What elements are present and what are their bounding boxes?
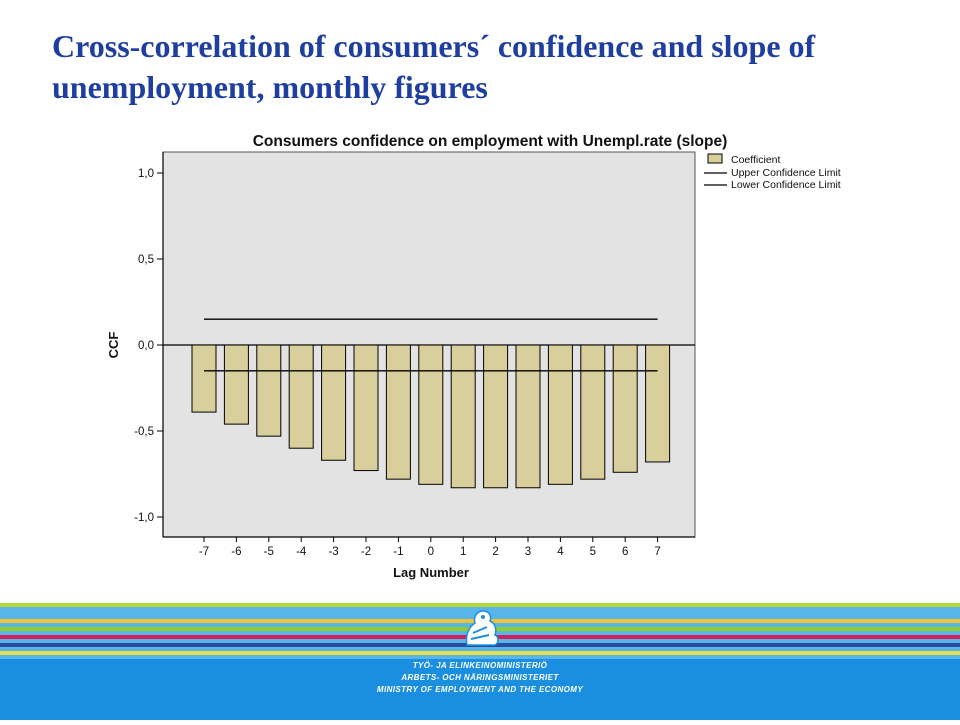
x-axis-label: Lag Number xyxy=(393,565,469,580)
footer-stripe xyxy=(0,655,960,659)
y-tick-label: -0,5 xyxy=(134,426,154,438)
ccf-bar xyxy=(547,344,573,485)
ccf-bar xyxy=(223,344,249,425)
ccf-bar xyxy=(191,344,217,413)
x-tick-label: 3 xyxy=(525,546,531,558)
ccf-bar xyxy=(645,344,671,463)
y-ticks: 1,0 0,5 0,0 -0,5 -1,0 xyxy=(134,168,163,524)
x-tick-label: 1 xyxy=(460,546,466,558)
x-tick-label: -2 xyxy=(361,546,371,558)
ministry-name-sv: ARBETS- OCH NÄRINGSMINISTERIET xyxy=(401,673,559,682)
footer-stripe xyxy=(0,603,960,607)
finnish-lion-crest-icon xyxy=(465,610,499,646)
x-tick-label: 0 xyxy=(428,546,434,558)
chart-title: Consumers confidence on employment with … xyxy=(253,133,728,150)
y-tick-label: 1,0 xyxy=(138,168,154,180)
x-tick-label: 7 xyxy=(654,546,660,558)
legend-label-upper: Upper Confidence Limit xyxy=(731,167,841,179)
ccf-bar xyxy=(353,344,379,472)
ccf-chart: Consumers confidence on employment with … xyxy=(106,133,841,580)
x-ticks: -7 -6 -5 -4 -3 -2 -1 0 1 2 3 4 5 6 7 xyxy=(199,537,661,558)
footer-stripe xyxy=(0,607,960,611)
ccf-bar xyxy=(321,344,347,461)
ccf-bar xyxy=(385,344,411,480)
y-tick-label: 0,0 xyxy=(138,340,154,352)
ccf-bar xyxy=(580,344,606,480)
legend-label-coefficient: Coefficient xyxy=(731,154,781,166)
ccf-bar xyxy=(612,344,638,473)
x-tick-label: -6 xyxy=(231,546,241,558)
footer-stripe xyxy=(0,647,960,651)
ccf-bar xyxy=(515,344,541,489)
footer-band xyxy=(0,659,960,720)
y-axis-label: CCF xyxy=(106,332,121,359)
ministry-footer: TYÖ- JA ELINKEINOMINISTERIÖ ARBETS- OCH … xyxy=(0,603,960,720)
legend: Coefficient Upper Confidence Limit Lower… xyxy=(704,153,841,191)
footer-stripe xyxy=(0,651,960,655)
x-tick-label: 6 xyxy=(622,546,628,558)
x-tick-label: -3 xyxy=(328,546,338,558)
legend-label-lower: Lower Confidence Limit xyxy=(731,179,841,191)
x-tick-label: -7 xyxy=(199,546,209,558)
x-tick-label: -1 xyxy=(393,546,403,558)
ccf-bar xyxy=(256,344,282,437)
ccf-bar xyxy=(450,344,476,489)
y-tick-label: 0,5 xyxy=(138,254,154,266)
x-tick-label: -5 xyxy=(264,546,274,558)
x-tick-label: 4 xyxy=(557,546,564,558)
bars xyxy=(191,344,671,489)
ministry-logo xyxy=(455,605,505,655)
ccf-bar xyxy=(288,344,314,449)
y-tick-label: -1,0 xyxy=(134,512,154,524)
slide-title: Cross-correlation of consumers´ confiden… xyxy=(52,28,816,105)
ministry-name-en: MINISTRY OF EMPLOYMENT AND THE ECONOMY xyxy=(376,685,584,694)
legend-swatch-coefficient xyxy=(707,153,723,164)
ccf-bar xyxy=(418,344,444,485)
ministry-name-fi: TYÖ- JA ELINKEINOMINISTERIÖ xyxy=(412,661,548,670)
x-tick-label: 2 xyxy=(492,546,498,558)
confidence-limits xyxy=(204,318,658,372)
x-tick-label: -4 xyxy=(296,546,307,558)
x-tick-label: 5 xyxy=(590,546,596,558)
ccf-bar xyxy=(483,344,509,489)
